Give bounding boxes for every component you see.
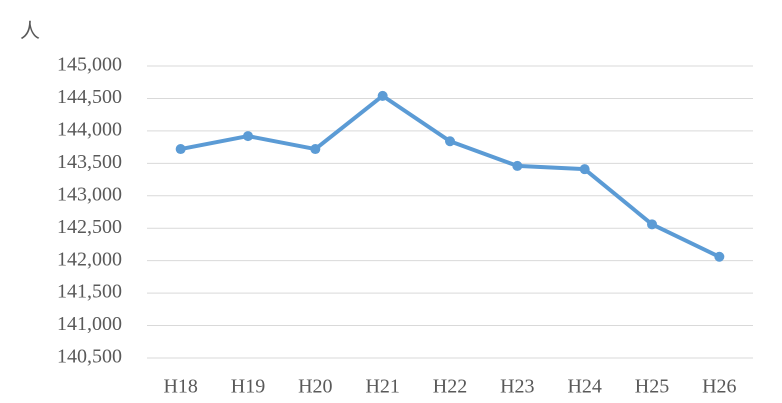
point [445, 136, 455, 147]
point [175, 144, 186, 155]
y-tick-label: 144,000 [57, 118, 122, 140]
y-tick-label: 141,500 [57, 281, 122, 303]
x-tick-label: H22 [433, 376, 467, 398]
y-tick-label: 142,000 [57, 248, 122, 270]
y-axis-unit: 人 [20, 20, 40, 43]
point [310, 144, 321, 155]
y-tick-label: 145,000 [57, 54, 122, 76]
y-tick-label: 143,000 [57, 183, 122, 205]
y-tick-label: 142,500 [57, 216, 122, 238]
y-tick-label: 144,500 [57, 86, 122, 108]
line [180, 93, 721, 259]
x-tick-label: H25 [635, 376, 669, 398]
x-tick-label: H19 [231, 376, 265, 398]
x-tick-label: H26 [702, 376, 736, 398]
x-tick-label: H21 [365, 376, 399, 398]
y-tick-label: 143,500 [57, 151, 122, 173]
x-tick-label: H20 [298, 376, 332, 398]
point [512, 160, 523, 171]
x-tick-label: H24 [567, 376, 601, 398]
x-tick-label: H18 [163, 376, 197, 398]
point [714, 251, 725, 262]
point [243, 131, 253, 142]
point [579, 164, 590, 175]
point [647, 219, 657, 230]
x-tick-label: H23 [500, 376, 534, 398]
y-tick-label: 141,000 [57, 313, 122, 335]
point [377, 90, 388, 101]
y-tick-label: 140,500 [57, 346, 122, 368]
